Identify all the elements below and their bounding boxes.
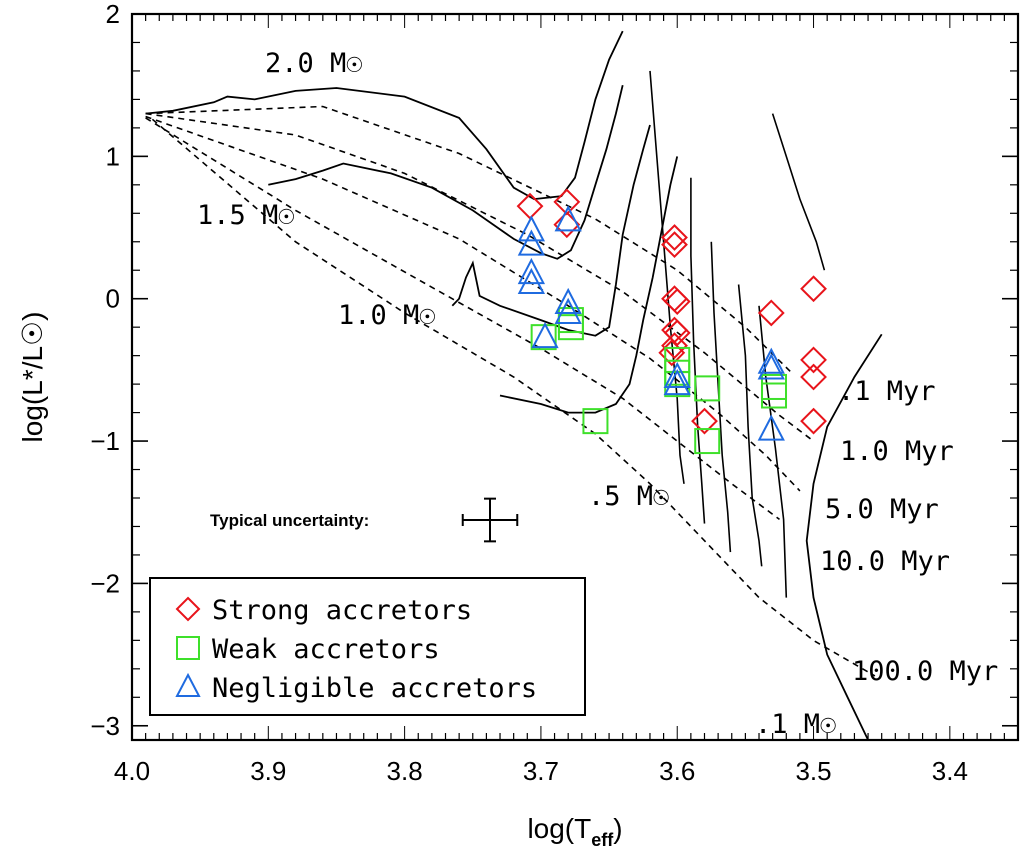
x-tick-label: 3.4 (932, 756, 968, 786)
diamond-point-0-15 (800, 363, 827, 391)
x-tick-label: 3.8 (387, 756, 423, 786)
legend-label: Weak accretors (212, 634, 440, 665)
legend-triangle-icon (175, 672, 201, 697)
isochrone-label: 5.0 Myr (825, 494, 939, 525)
diamond-point-0-6 (663, 288, 691, 315)
y-tick-label: −1 (90, 426, 120, 456)
diamond-point-0-9 (661, 332, 688, 360)
track-label: 1.0 M☉ (338, 300, 436, 331)
axes: 4.0 3.9 3.8 3.7 3.6 3.5 3.4 −3 −2 −1 0 1 2 log(Teff) l… (17, 0, 1020, 850)
diamond-point-0-12 (757, 299, 785, 327)
y-tick-label: −3 (90, 711, 120, 741)
mass-track-0 (145, 30, 624, 201)
track-label: 2.0 M☉ (265, 48, 363, 79)
uncertainty-label: Typical uncertainty: (210, 511, 369, 530)
track-label: .1 M☉ (755, 709, 836, 740)
mass-track-2 (451, 124, 651, 337)
triangle-point-2-10 (757, 347, 785, 374)
outer-track (805, 333, 883, 741)
triangle-point-2-7 (531, 321, 559, 349)
model-curves (145, 30, 883, 741)
y-tick-label: −2 (90, 568, 120, 598)
vertical-track-4 (758, 305, 788, 598)
square-point-1-1 (557, 314, 584, 341)
isochrone-label: .1 Myr (838, 376, 936, 407)
triangle-point-2-3 (517, 267, 546, 295)
legend-box (149, 577, 586, 716)
isochrone-label: 1.0 Myr (840, 436, 954, 467)
triangle-point-2-6 (554, 297, 582, 324)
diamond-point-0-13 (800, 275, 827, 303)
y-axis-label: log(L*/L☉) (17, 312, 48, 443)
data-points (516, 188, 827, 455)
triangle-point-2-12 (757, 414, 785, 441)
vertical-track-0 (649, 70, 685, 484)
triangle-point-2-11 (757, 353, 785, 380)
isochrone-1 (145, 112, 814, 442)
uncertainty-marker: Typical uncertainty: (210, 497, 519, 543)
square-point-1-3 (582, 408, 609, 435)
track-label: 1.5 M☉ (197, 200, 295, 231)
vertical-track-2 (710, 241, 732, 553)
track-label: .5 M☉ (588, 481, 669, 512)
legend: Strong accretors Weak accretors Negligible… (149, 577, 586, 716)
x-tick-label: 3.9 (250, 756, 286, 786)
square-point-1-8 (694, 428, 721, 455)
diamond-point-0-4 (661, 231, 688, 259)
diamond-point-0-3 (661, 224, 688, 251)
x-tick-label: 3.6 (659, 756, 695, 786)
diamond-point-0-11 (691, 407, 718, 435)
triangle-point-2-8 (663, 361, 691, 388)
x-tick-label: 4.0 (114, 756, 150, 786)
y-tick-label: 0 (106, 284, 120, 314)
isochrone-0 (145, 105, 794, 375)
x-tick-label: 3.5 (795, 756, 831, 786)
triangle-point-2-1 (517, 229, 546, 256)
y-tick-label: 1 (106, 141, 120, 171)
square-point-1-7 (694, 375, 721, 402)
legend-square-icon (176, 636, 200, 660)
isochrone-label: 100.0 Myr (852, 656, 998, 687)
triangle-point-2-9 (663, 368, 691, 396)
vertical-track-1 (690, 177, 706, 524)
legend-diamond-icon (175, 596, 201, 622)
mass-track-1 (268, 84, 624, 260)
legend-label: Strong accretors (212, 595, 472, 626)
plot-frame (130, 12, 1020, 742)
y-tick-label: 2 (106, 0, 120, 29)
triangle-point-2-2 (517, 257, 546, 285)
triangle-point-2-0 (517, 215, 546, 242)
triangle-point-2-5 (554, 287, 582, 314)
legend-label: Negligible accretors (212, 673, 537, 704)
x-axis-label: log(Teff) (527, 813, 622, 850)
diamond-point-0-14 (800, 346, 827, 374)
x-tick-label: 3.7 (523, 756, 559, 786)
triangle-point-2-4 (554, 205, 582, 232)
vertical-track-5 (771, 113, 826, 271)
isochrone-2 (145, 115, 801, 492)
curve-labels: 2.0 M☉ 1.5 M☉ 1.0 M☉ .5 M☉ .1 M☉ .1 Myr 1.0 My… (197, 48, 998, 740)
isochrone-4 (151, 118, 876, 677)
diamond-point-0-16 (800, 407, 827, 435)
isochrone-3 (145, 117, 780, 521)
isochrone-label: 10.0 Myr (820, 546, 950, 577)
vertical-track-3 (737, 284, 763, 567)
square-point-1-10 (761, 382, 788, 409)
